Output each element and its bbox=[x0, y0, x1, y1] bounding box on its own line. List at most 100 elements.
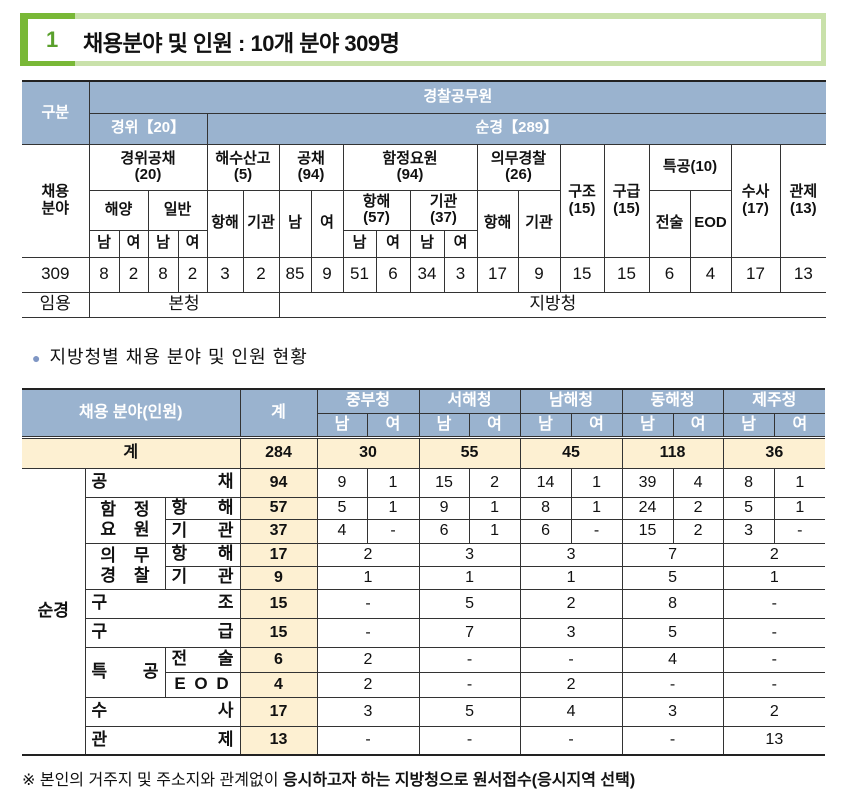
ilban: 일반 bbox=[147, 189, 208, 231]
value-cell: 5 bbox=[621, 565, 724, 590]
value-cell: 15 bbox=[418, 467, 470, 498]
female: 여 bbox=[177, 229, 208, 258]
value-cell: 2 bbox=[722, 542, 826, 567]
region-header: 서해청 bbox=[418, 388, 521, 414]
total-header: 계 bbox=[239, 388, 318, 438]
value-cell: 1 bbox=[316, 565, 420, 590]
value-cell: 7 bbox=[621, 542, 724, 567]
female: 여 bbox=[375, 229, 411, 258]
haeyang: 해양 bbox=[88, 189, 149, 231]
male: 남 bbox=[409, 229, 445, 258]
appoint-label: 임용 bbox=[22, 291, 90, 318]
gujo: 구조 (15) bbox=[559, 143, 605, 258]
footnote-text: ※ 본인의 거주지 및 주소지와 관계없이 bbox=[22, 772, 283, 789]
gwanje: 관제 (13) bbox=[779, 143, 827, 258]
footnote: ※ 본인의 거주지 및 주소지와 관계없이 응시하고자 하는 지방청으로 원서접… bbox=[22, 766, 635, 790]
grand-total: 284 bbox=[239, 436, 318, 469]
value-cell: 13 bbox=[722, 725, 826, 756]
value-cell: 1 bbox=[722, 565, 826, 590]
region-total: 55 bbox=[418, 436, 521, 469]
value-cell: 9 bbox=[418, 496, 470, 520]
region-total: 36 bbox=[722, 436, 826, 469]
value-cell: 2 bbox=[242, 256, 280, 293]
female-header: 여 bbox=[570, 412, 623, 438]
female: 여 bbox=[443, 229, 478, 258]
value-cell: 6 bbox=[519, 518, 572, 544]
police-header: 경찰공무원 bbox=[88, 80, 827, 114]
row-label-eod: E O D bbox=[164, 671, 241, 698]
value-cell: 3 bbox=[519, 617, 623, 648]
section-title: 채용분야 및 인원 : 10개 분야 309명 bbox=[83, 31, 400, 56]
field-label: 채용 분야 bbox=[22, 143, 90, 258]
value-cell: 8 bbox=[519, 496, 572, 520]
value-cell: - bbox=[519, 725, 623, 756]
region-header: 중부청 bbox=[316, 388, 420, 414]
gugeup: 구급 (15) bbox=[603, 143, 650, 258]
value-cell: 2 bbox=[118, 256, 149, 293]
value-cell: 15 bbox=[621, 518, 674, 544]
value-cell: - bbox=[722, 588, 826, 619]
row-total: 17 bbox=[239, 542, 318, 567]
region-header: 제주청 bbox=[722, 388, 826, 414]
haesu-sango: 해수산고 (5) bbox=[206, 143, 280, 191]
row-total: 13 bbox=[239, 725, 318, 756]
gongchae-female: 여 bbox=[310, 189, 344, 258]
value-cell: 15 bbox=[559, 256, 605, 293]
bullet-icon: ● bbox=[32, 350, 42, 366]
teukgong-jeonsul: 전술 bbox=[648, 189, 691, 258]
value-cell: 2 bbox=[316, 542, 420, 567]
male-header: 남 bbox=[418, 412, 470, 438]
teukgong: 특공(10) bbox=[648, 143, 732, 191]
value-cell: 15 bbox=[603, 256, 650, 293]
field-header: 채용 분야(인원) bbox=[22, 388, 241, 438]
region-header: 동해청 bbox=[621, 388, 724, 414]
value-cell: 1 bbox=[366, 467, 420, 498]
gyeongwi-header: 경위【20】 bbox=[88, 112, 208, 145]
male-header: 남 bbox=[621, 412, 674, 438]
subsection-title: 지방청별 채용 분야 및 인원 현황 bbox=[49, 347, 308, 367]
value-cell: - bbox=[773, 518, 826, 544]
hamjeong-gigwan: 기관 (37) bbox=[409, 189, 478, 231]
uimu-gigwan: 기관 bbox=[517, 189, 561, 258]
value-cell: 1 bbox=[468, 518, 521, 544]
value-cell: 17 bbox=[730, 256, 781, 293]
value-cell: 3 bbox=[621, 696, 724, 727]
value-cell: - bbox=[722, 671, 826, 698]
value-cell: 2 bbox=[177, 256, 208, 293]
row-total: 6 bbox=[239, 646, 318, 673]
value-cell: 1 bbox=[468, 496, 521, 520]
row-total: 17 bbox=[239, 696, 318, 727]
value-cell: 6 bbox=[648, 256, 691, 293]
female-header: 여 bbox=[773, 412, 826, 438]
value-cell: 9 bbox=[310, 256, 344, 293]
value-cell: 1 bbox=[773, 496, 826, 520]
male-header: 남 bbox=[316, 412, 368, 438]
appoint-regional: 지방청 bbox=[278, 291, 827, 318]
region-header: 남해청 bbox=[519, 388, 623, 414]
value-cell: 8 bbox=[722, 467, 775, 498]
region-total: 45 bbox=[519, 436, 623, 469]
gyeongwi-gongchae: 경위공채 (20) bbox=[88, 143, 208, 191]
value-cell: 1 bbox=[570, 467, 623, 498]
value-cell: 1 bbox=[570, 496, 623, 520]
gongchae: 공채 (94) bbox=[278, 143, 344, 191]
row-total: 57 bbox=[239, 496, 318, 520]
value-cell: 4 bbox=[621, 646, 724, 673]
value-cell: - bbox=[316, 725, 420, 756]
gubun-header: 구분 bbox=[22, 80, 90, 145]
value-cell: 5 bbox=[621, 617, 724, 648]
value-cell: 5 bbox=[418, 588, 521, 619]
value-cell: 2 bbox=[672, 496, 724, 520]
appoint-hq: 본청 bbox=[88, 291, 280, 318]
value-cell: - bbox=[316, 617, 420, 648]
value-cell: 2 bbox=[316, 671, 420, 698]
